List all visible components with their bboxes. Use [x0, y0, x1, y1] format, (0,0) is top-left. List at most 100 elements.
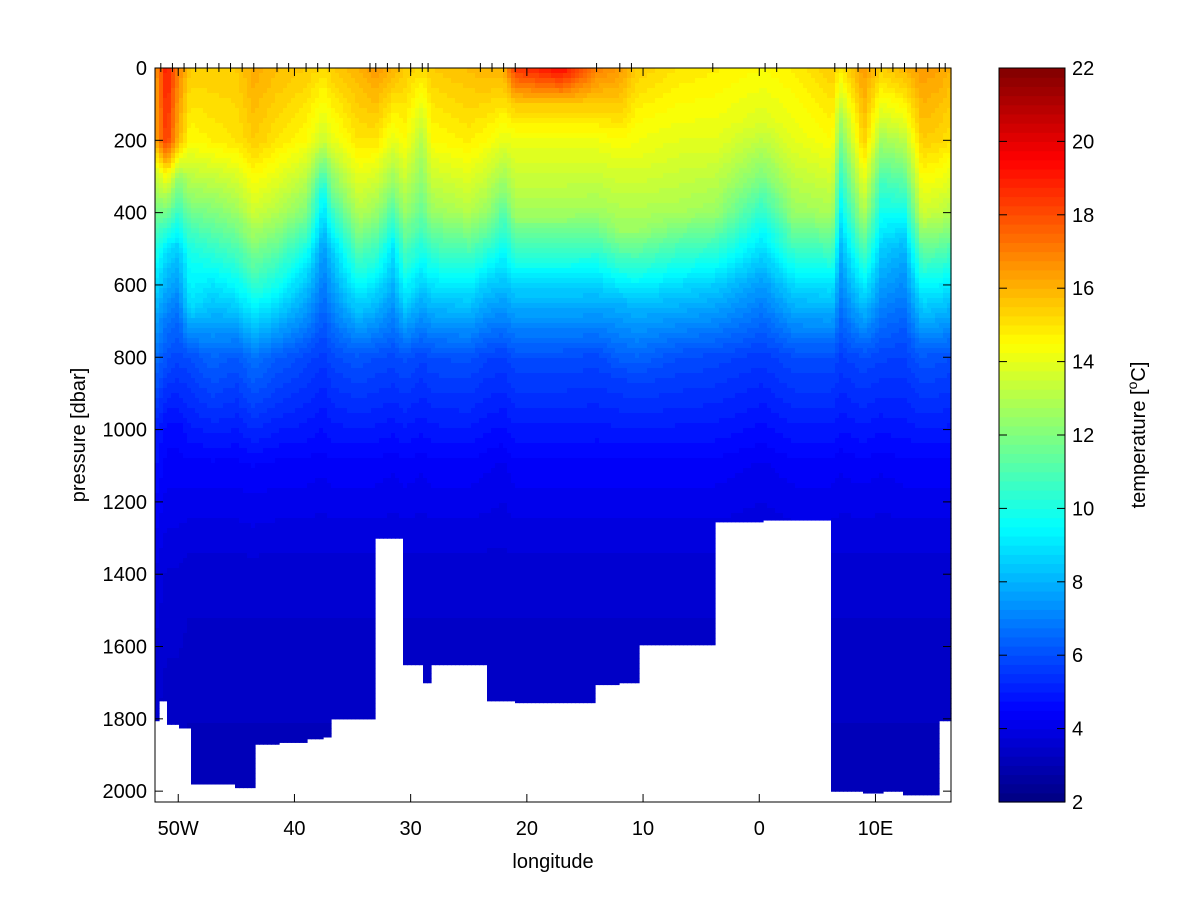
field-cell: [211, 178, 216, 184]
field-cell: [207, 608, 212, 614]
field-cell: [191, 533, 196, 539]
field-cell: [179, 208, 184, 214]
field-cell: [227, 313, 232, 319]
field-cell: [279, 403, 284, 409]
field-cell: [195, 323, 200, 329]
field-cell: [255, 228, 260, 234]
field-cell: [223, 203, 228, 209]
field-cell: [219, 398, 224, 404]
field-cell: [243, 313, 248, 319]
field-cell: [283, 458, 288, 464]
field-cell: [275, 308, 280, 314]
field-cell: [187, 458, 192, 464]
field-cell: [259, 653, 264, 659]
field-cell: [215, 603, 220, 609]
field-cell: [267, 373, 272, 379]
field-cell: [195, 488, 200, 494]
field-cell: [211, 268, 216, 274]
field-cell: [271, 618, 276, 624]
field-cell: [215, 293, 220, 299]
field-cell: [235, 383, 240, 389]
field-cell: [275, 423, 280, 429]
field-cell: [211, 588, 216, 594]
field-cell: [247, 68, 252, 74]
field-cell: [163, 238, 168, 244]
field-cell: [223, 553, 228, 559]
field-cell: [175, 398, 180, 404]
field-cell: [211, 518, 216, 524]
field-cell: [155, 618, 160, 624]
field-cell: [255, 118, 260, 124]
field-cell: [239, 158, 244, 164]
field-cell: [159, 143, 164, 149]
field-cell: [267, 418, 272, 424]
field-cell: [247, 763, 252, 769]
field-cell: [243, 503, 248, 509]
field-cell: [223, 73, 228, 79]
field-cell: [155, 448, 160, 454]
field-cell: [211, 713, 216, 719]
field-cell: [163, 118, 168, 124]
field-cell: [255, 418, 260, 424]
field-cell: [247, 723, 252, 729]
field-cell: [259, 268, 264, 274]
field-cell: [175, 308, 180, 314]
field-cell: [187, 303, 192, 309]
field-cell: [195, 518, 200, 524]
field-cell: [167, 98, 172, 104]
field-cell: [163, 263, 168, 269]
field-cell: [239, 343, 244, 349]
field-cell: [207, 258, 212, 264]
field-cell: [187, 533, 192, 539]
field-cell: [227, 598, 232, 604]
field-cell: [279, 533, 284, 539]
field-cell: [159, 433, 164, 439]
field-cell: [247, 73, 252, 79]
field-cell: [199, 713, 204, 719]
field-cell: [271, 303, 276, 309]
field-cell: [247, 343, 252, 349]
field-cell: [223, 233, 228, 239]
field-cell: [155, 688, 160, 694]
field-cell: [271, 603, 276, 609]
field-cell: [195, 738, 200, 744]
field-cell: [207, 398, 212, 404]
field-cell: [263, 508, 268, 514]
field-cell: [243, 88, 248, 94]
field-cell: [243, 523, 248, 529]
field-cell: [199, 533, 204, 539]
field-cell: [251, 98, 256, 104]
field-cell: [203, 88, 208, 94]
field-cell: [299, 148, 304, 154]
field-cell: [183, 103, 188, 109]
field-cell: [267, 223, 272, 229]
field-cell: [267, 158, 272, 164]
field-cell: [155, 398, 160, 404]
field-cell: [211, 103, 216, 109]
field-cell: [207, 453, 212, 459]
field-cell: [155, 653, 160, 659]
field-cell: [187, 668, 192, 674]
field-cell: [207, 88, 212, 94]
field-cell: [227, 273, 232, 279]
field-cell: [251, 303, 256, 309]
field-cell: [183, 373, 188, 379]
field-cell: [235, 83, 240, 89]
field-cell: [291, 653, 296, 659]
field-cell: [263, 408, 268, 414]
field-cell: [159, 373, 164, 379]
field-cell: [231, 293, 236, 299]
field-cell: [259, 383, 264, 389]
field-cell: [179, 253, 184, 259]
field-cell: [223, 408, 228, 414]
field-cell: [255, 478, 260, 484]
field-cell: [211, 228, 216, 234]
field-cell: [275, 478, 280, 484]
field-cell: [295, 358, 300, 364]
field-cell: [259, 303, 264, 309]
field-cell: [175, 353, 180, 359]
field-cell: [247, 203, 252, 209]
field-cell: [271, 663, 276, 669]
field-cell: [203, 318, 208, 324]
field-cell: [259, 253, 264, 259]
